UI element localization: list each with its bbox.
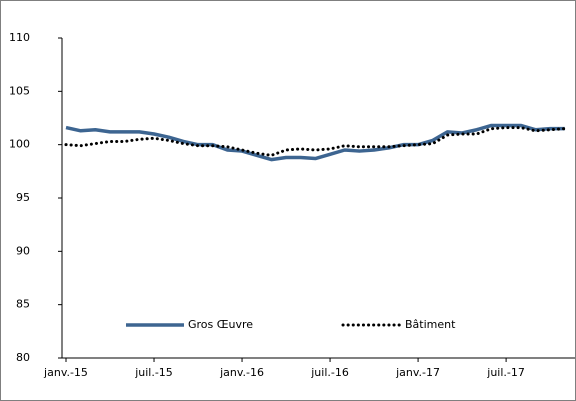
y-tick-label: 110 — [9, 31, 30, 44]
y-tick-label: 90 — [16, 244, 30, 257]
series-line — [64, 126, 567, 157]
x-tick-label: juil.-16 — [310, 366, 349, 379]
y-tick-label: 95 — [16, 191, 30, 204]
series-line — [65, 123, 565, 162]
x-tick-label: janv.-15 — [43, 366, 88, 379]
x-tick-label: juil.-15 — [134, 366, 173, 379]
y-tick-label: 100 — [9, 138, 30, 151]
legend-label: Gros Œuvre — [188, 318, 253, 331]
y-tick-label: 85 — [16, 298, 30, 311]
x-tick-label: juil.-17 — [486, 366, 525, 379]
x-tick-label: janv.-17 — [395, 366, 440, 379]
x-tick-label: janv.-16 — [219, 366, 264, 379]
legend-label: Bâtiment — [405, 318, 456, 331]
y-tick-label: 105 — [9, 84, 30, 97]
y-tick-label: 80 — [16, 351, 30, 364]
